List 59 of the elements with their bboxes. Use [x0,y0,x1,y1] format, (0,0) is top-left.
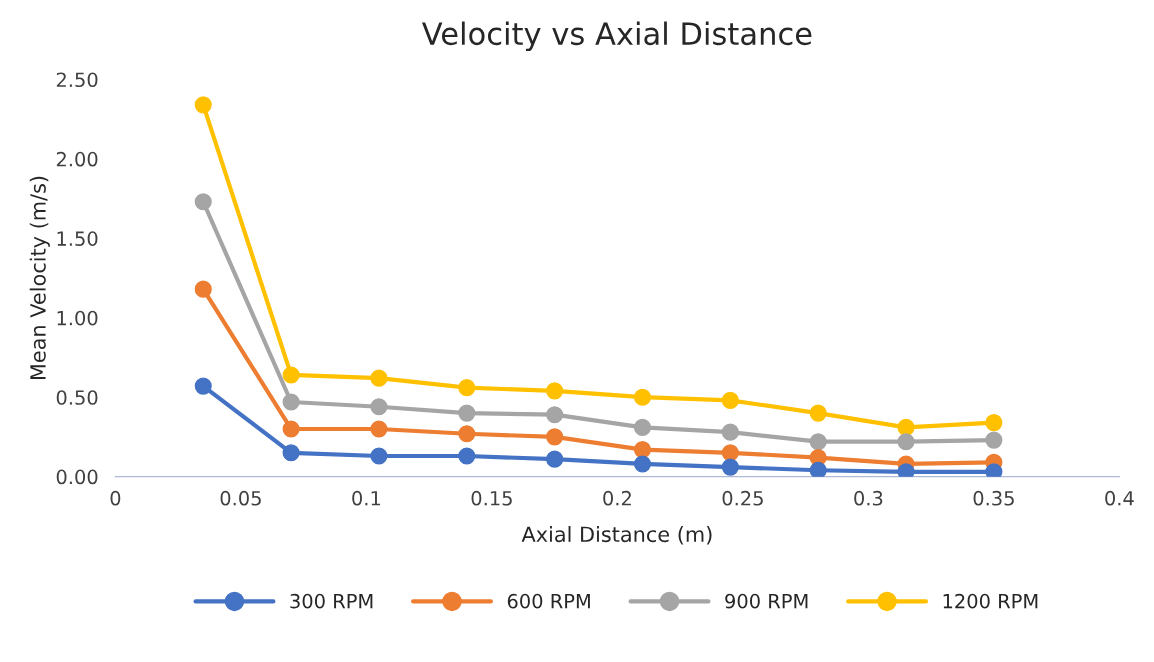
point [633,418,652,436]
x-tick-label: 0.35 [973,490,1014,506]
point [194,377,212,395]
y-tick-label: 1.00 [57,310,98,326]
point [370,420,388,438]
point [370,398,388,416]
point [194,193,212,211]
y-axis-title: Mean Velocity (m/s) [29,176,50,380]
point [897,433,915,451]
point [809,461,827,477]
point [194,96,212,114]
point [458,404,476,422]
point [546,382,564,400]
point [546,406,564,424]
y-tick-label: 2.50 [56,72,98,88]
y-tick-label: 0.50 [56,390,98,405]
point [721,391,739,409]
x-tick-label: 0 [110,490,121,506]
point [282,420,300,438]
point [546,450,564,468]
point [809,433,827,451]
point [282,393,300,411]
x-tick-label: 0.25 [722,490,763,506]
point [282,366,300,384]
x-tick-label: 0.4 [1105,490,1134,506]
point [633,388,652,406]
legend-label: 900 RPM [725,593,808,609]
y-tick-label: 1.50 [57,231,98,246]
chart-title: Velocity vs Axial Distance [421,21,812,52]
x-tick-label: 0.1 [352,490,381,506]
point [458,379,476,397]
point [985,463,1003,477]
point [458,425,476,443]
point [194,280,212,298]
point [633,455,652,473]
x-tick-label: 0.2 [603,490,631,506]
x-tick-label: 0.15 [471,490,512,506]
legend-label: 600 RPM [507,593,590,609]
point [809,404,827,422]
point [897,418,915,436]
point [721,444,739,462]
point [897,463,915,477]
x-axis-title: Axial Distance (m) [521,526,712,545]
point [282,444,300,462]
point [370,447,388,465]
point [721,458,739,476]
y-tick-label: 0.00 [56,469,98,485]
point [633,441,652,459]
point [985,431,1003,449]
legend-label: 300 RPM [290,593,373,609]
y-tick-label: 2.00 [56,151,98,167]
point [546,428,564,446]
point [458,447,476,465]
point [985,414,1003,432]
x-tick-label: 0.3 [854,490,883,506]
point [370,369,388,387]
x-tick-label: 0.05 [220,490,261,506]
point [721,423,739,441]
legend-label: 1200 RPM [943,593,1038,609]
